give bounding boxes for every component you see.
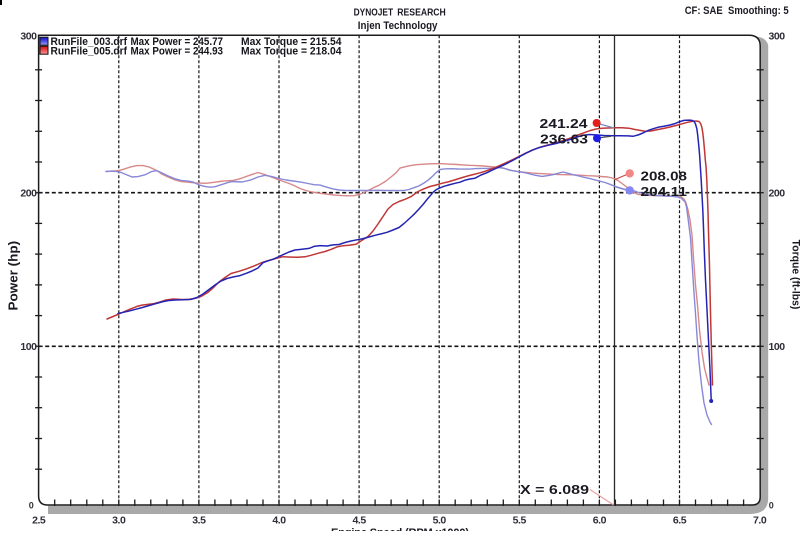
svg-text:241.24: 241.24 [540,117,588,131]
svg-text:Max Torque = 218.04: Max Torque = 218.04 [241,46,342,58]
svg-text:5.0: 5.0 [433,515,447,527]
svg-text:6.5: 6.5 [673,515,687,527]
svg-text:Torque (ft-lbs): Torque (ft-lbs) [790,240,800,310]
svg-text:100: 100 [20,341,37,353]
svg-text:4.0: 4.0 [272,515,286,527]
svg-text:236.63: 236.63 [540,133,588,147]
svg-text:4.5: 4.5 [352,515,366,527]
svg-text:3.0: 3.0 [112,515,126,527]
svg-text:Injen Technology: Injen Technology [358,20,438,32]
svg-text:CF: SAE Smoothing: 5: CF: SAE Smoothing: 5 [685,5,789,17]
svg-text:7.0: 7.0 [753,515,767,527]
svg-text:RESEARCH: RESEARCH [397,6,446,18]
svg-text:X = 6.089: X = 6.089 [520,483,589,497]
svg-text:300: 300 [20,31,37,43]
svg-text:208.08: 208.08 [641,169,688,183]
svg-text:300: 300 [769,31,786,43]
svg-text:204.11: 204.11 [641,185,688,199]
svg-text:2.5: 2.5 [32,515,46,527]
svg-text:0: 0 [29,501,34,511]
svg-text:Engine Speed (RPM x1000): Engine Speed (RPM x1000) [331,527,469,531]
svg-text:5.5: 5.5 [513,515,527,527]
svg-text:RunFile_005.drf: RunFile_005.drf [51,46,128,58]
svg-text:Power (hp): Power (hp) [7,241,21,311]
svg-text:6.0: 6.0 [593,515,607,527]
svg-text:0: 0 [769,501,774,511]
svg-text:100: 100 [769,341,786,353]
svg-text:200: 200 [20,187,37,199]
svg-text:DYNOJET: DYNOJET [354,6,394,18]
svg-text:Max Power = 244.93: Max Power = 244.93 [131,46,224,58]
svg-text:3.5: 3.5 [192,515,206,527]
svg-text:200: 200 [769,187,786,199]
